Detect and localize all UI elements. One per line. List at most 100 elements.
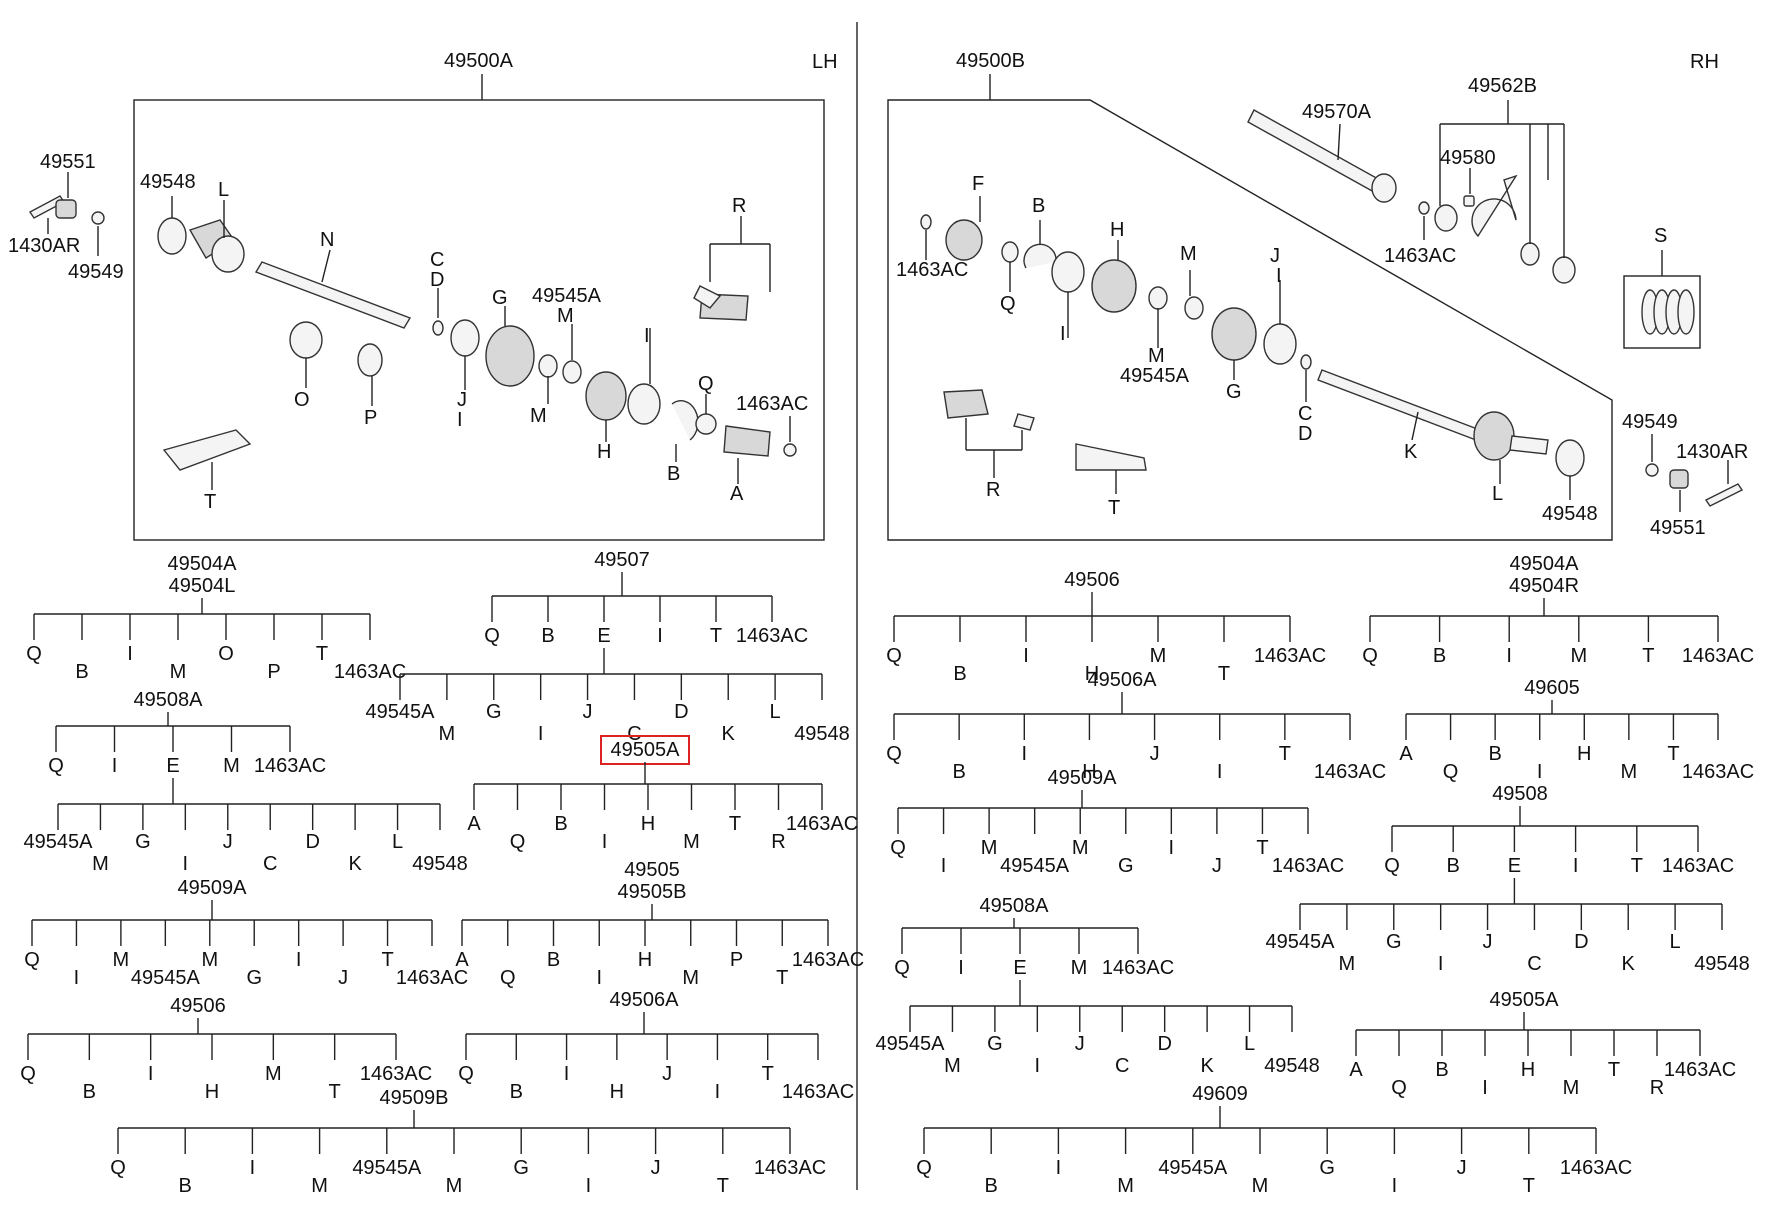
lh-tree-2-child-5: G <box>246 967 262 989</box>
rh-tree-2-child-1: I <box>941 855 947 877</box>
lh-tree-7-child-7: T <box>776 967 788 989</box>
rh-tree-7-child-1: B <box>1447 855 1460 877</box>
lh-tree-1-sub-child-5: C <box>263 853 277 875</box>
lh-tree-1-child-3: M <box>223 755 240 777</box>
rh-part-label-16: G <box>1226 381 1242 403</box>
lh-tree-6-child-0: A <box>467 813 481 835</box>
nut-icon <box>55 199 77 219</box>
shaft-icon <box>254 261 412 329</box>
rh-tree-3-sub-child-4: J <box>1075 1033 1085 1055</box>
lh-tree-1-title-0: 49508A <box>134 689 204 711</box>
rh-out-label-0: 49549 <box>1622 411 1678 433</box>
lh-tree-5-title-0: 49507 <box>594 549 650 571</box>
lh-tree-5-sub-child-2: G <box>486 701 502 723</box>
rh-part-label-10: I <box>1276 265 1282 287</box>
rh-tree-1-child-2: I <box>1022 743 1028 765</box>
rh-part-label-13: I <box>1060 323 1066 345</box>
lh-part-label-8: O <box>294 389 310 411</box>
lh-tree-1-sub-child-6: D <box>305 831 319 853</box>
grease-tube-icon <box>162 429 252 471</box>
lh-tree-8-child-4: J <box>662 1063 672 1085</box>
inner-boot-icon <box>585 371 627 421</box>
lh-part-label-0: L <box>218 179 229 201</box>
rh-tree-1-child-0: Q <box>886 743 902 765</box>
lh-tree-4-child-10: 1463AC <box>754 1157 826 1179</box>
rh-tree-7-sub-child-6: D <box>1574 931 1588 953</box>
rh-tree-1-child-5: I <box>1217 761 1223 783</box>
rh-tree-4-child-6: G <box>1319 1157 1335 1179</box>
rh-tree-4-child-4: 49545A <box>1158 1157 1228 1179</box>
rh-tree-4-title-0: 49609 <box>1192 1083 1248 1105</box>
lh-part-label-10: J <box>457 389 467 411</box>
lh-tree-5-child-4: T <box>710 625 722 647</box>
rh-header: RH <box>1690 51 1719 73</box>
lh-tree-5-child-2: E <box>597 625 610 647</box>
rh-part-label-6: B <box>1032 195 1045 217</box>
rh-tripod-housing-icon <box>943 389 989 419</box>
rh-tree-8-child-0: A <box>1349 1059 1363 1081</box>
lh-tree-4-child-1: B <box>179 1175 192 1197</box>
rh-part-label-0: 49570A <box>1302 101 1372 123</box>
tripod-icon <box>693 285 722 309</box>
rh-part-label-3: 1463AC <box>1384 245 1456 267</box>
rh-part-label-11: 1463AC <box>896 259 968 281</box>
lh-assembly: 49500A 49551 49548 1430AR 49549 <box>8 50 825 541</box>
rh-tree-8-child-4: H <box>1521 1059 1535 1081</box>
rh-part-label-18: D <box>1298 423 1312 445</box>
rh-tree-6-child-0: A <box>1399 743 1413 765</box>
lh-part-label-9: P <box>364 407 377 429</box>
rh-tree-0-child-4: M <box>1150 645 1167 667</box>
rh-tree-8-child-8: 1463AC <box>1664 1059 1736 1081</box>
rh-tree-6-child-7: 1463AC <box>1682 761 1754 783</box>
rh-part-label-7: H <box>1110 219 1124 241</box>
rh-tree-2-child-8: T <box>1256 837 1268 859</box>
rh-part-label-14: M <box>1148 345 1165 367</box>
lh-tree-5-child-5: 1463AC <box>736 625 808 647</box>
rh-tree-3-sub-child-6: D <box>1157 1033 1171 1055</box>
lh-part-label-17: B <box>667 463 680 485</box>
lh-tree-0-child-7: 1463AC <box>334 661 406 683</box>
lh-tree-2-child-4: M <box>201 949 218 971</box>
rh-tree-7-child-2: E <box>1508 855 1521 877</box>
lh-tree-3-child-6: 1463AC <box>360 1063 432 1085</box>
band-icon <box>450 319 480 357</box>
lh-tree-0-child-3: M <box>170 661 187 683</box>
rh-tree-7-child-4: T <box>1631 855 1643 877</box>
lh-tree-0-title-1: 49504L <box>169 575 236 597</box>
lh-tree-7-child-1: Q <box>500 967 516 989</box>
lh-tree-1-sub-child-4: J <box>223 831 233 853</box>
lh-tree-4-child-5: M <box>446 1175 463 1197</box>
lh-tree-2-child-2: M <box>113 949 130 971</box>
lh-tree-6-child-4: H <box>641 813 655 835</box>
rh-tree-1-child-3: H <box>1082 761 1096 783</box>
rh-shaft-icon <box>1317 369 1481 441</box>
lh-part-label-5: 49545A <box>532 285 602 307</box>
lh-tree-0-child-0: Q <box>26 643 42 665</box>
rh-assembly-frame <box>887 99 1613 541</box>
lh-tree-6-child-6: T <box>729 813 741 835</box>
rh-tree-6-child-5: M <box>1621 761 1638 783</box>
rh-tree-2-child-6: I <box>1169 837 1175 859</box>
lh-tree-5-child-0: Q <box>484 625 500 647</box>
lh-part-label-2: C <box>430 249 444 271</box>
lh-tree-5-child-3: I <box>657 625 663 647</box>
lh-tree-1-child-4: 1463AC <box>254 755 326 777</box>
rh-tree-6-child-1: Q <box>1443 761 1459 783</box>
rh-tree-0-child-1: B <box>953 663 966 685</box>
lh-tree-3-title-0: 49506 <box>170 995 226 1017</box>
lh-part-label-13: I <box>644 325 650 347</box>
lh-part-label-6: M <box>557 305 574 327</box>
rh-tree-7-sub-child-3: I <box>1438 953 1444 975</box>
rh-tree-3-sub-child-0: 49545A <box>876 1033 946 1055</box>
lh-tree-7-child-8: 1463AC <box>792 949 864 971</box>
lh-tree-1-sub-child-3: I <box>183 853 189 875</box>
lh-tree-4-child-8: J <box>651 1157 661 1179</box>
rh-tree-4-child-8: J <box>1457 1157 1467 1179</box>
rh-tree-0-child-2: I <box>1023 645 1029 667</box>
lh-tree-0-child-2: I <box>127 643 133 665</box>
rh-tree-4-child-10: 1463AC <box>1560 1157 1632 1179</box>
rh-out-label-1: 1430AR <box>1676 441 1748 463</box>
lh-tree-2-title-0: 49509A <box>178 877 248 899</box>
rh-tree-6-child-2: B <box>1488 743 1501 765</box>
